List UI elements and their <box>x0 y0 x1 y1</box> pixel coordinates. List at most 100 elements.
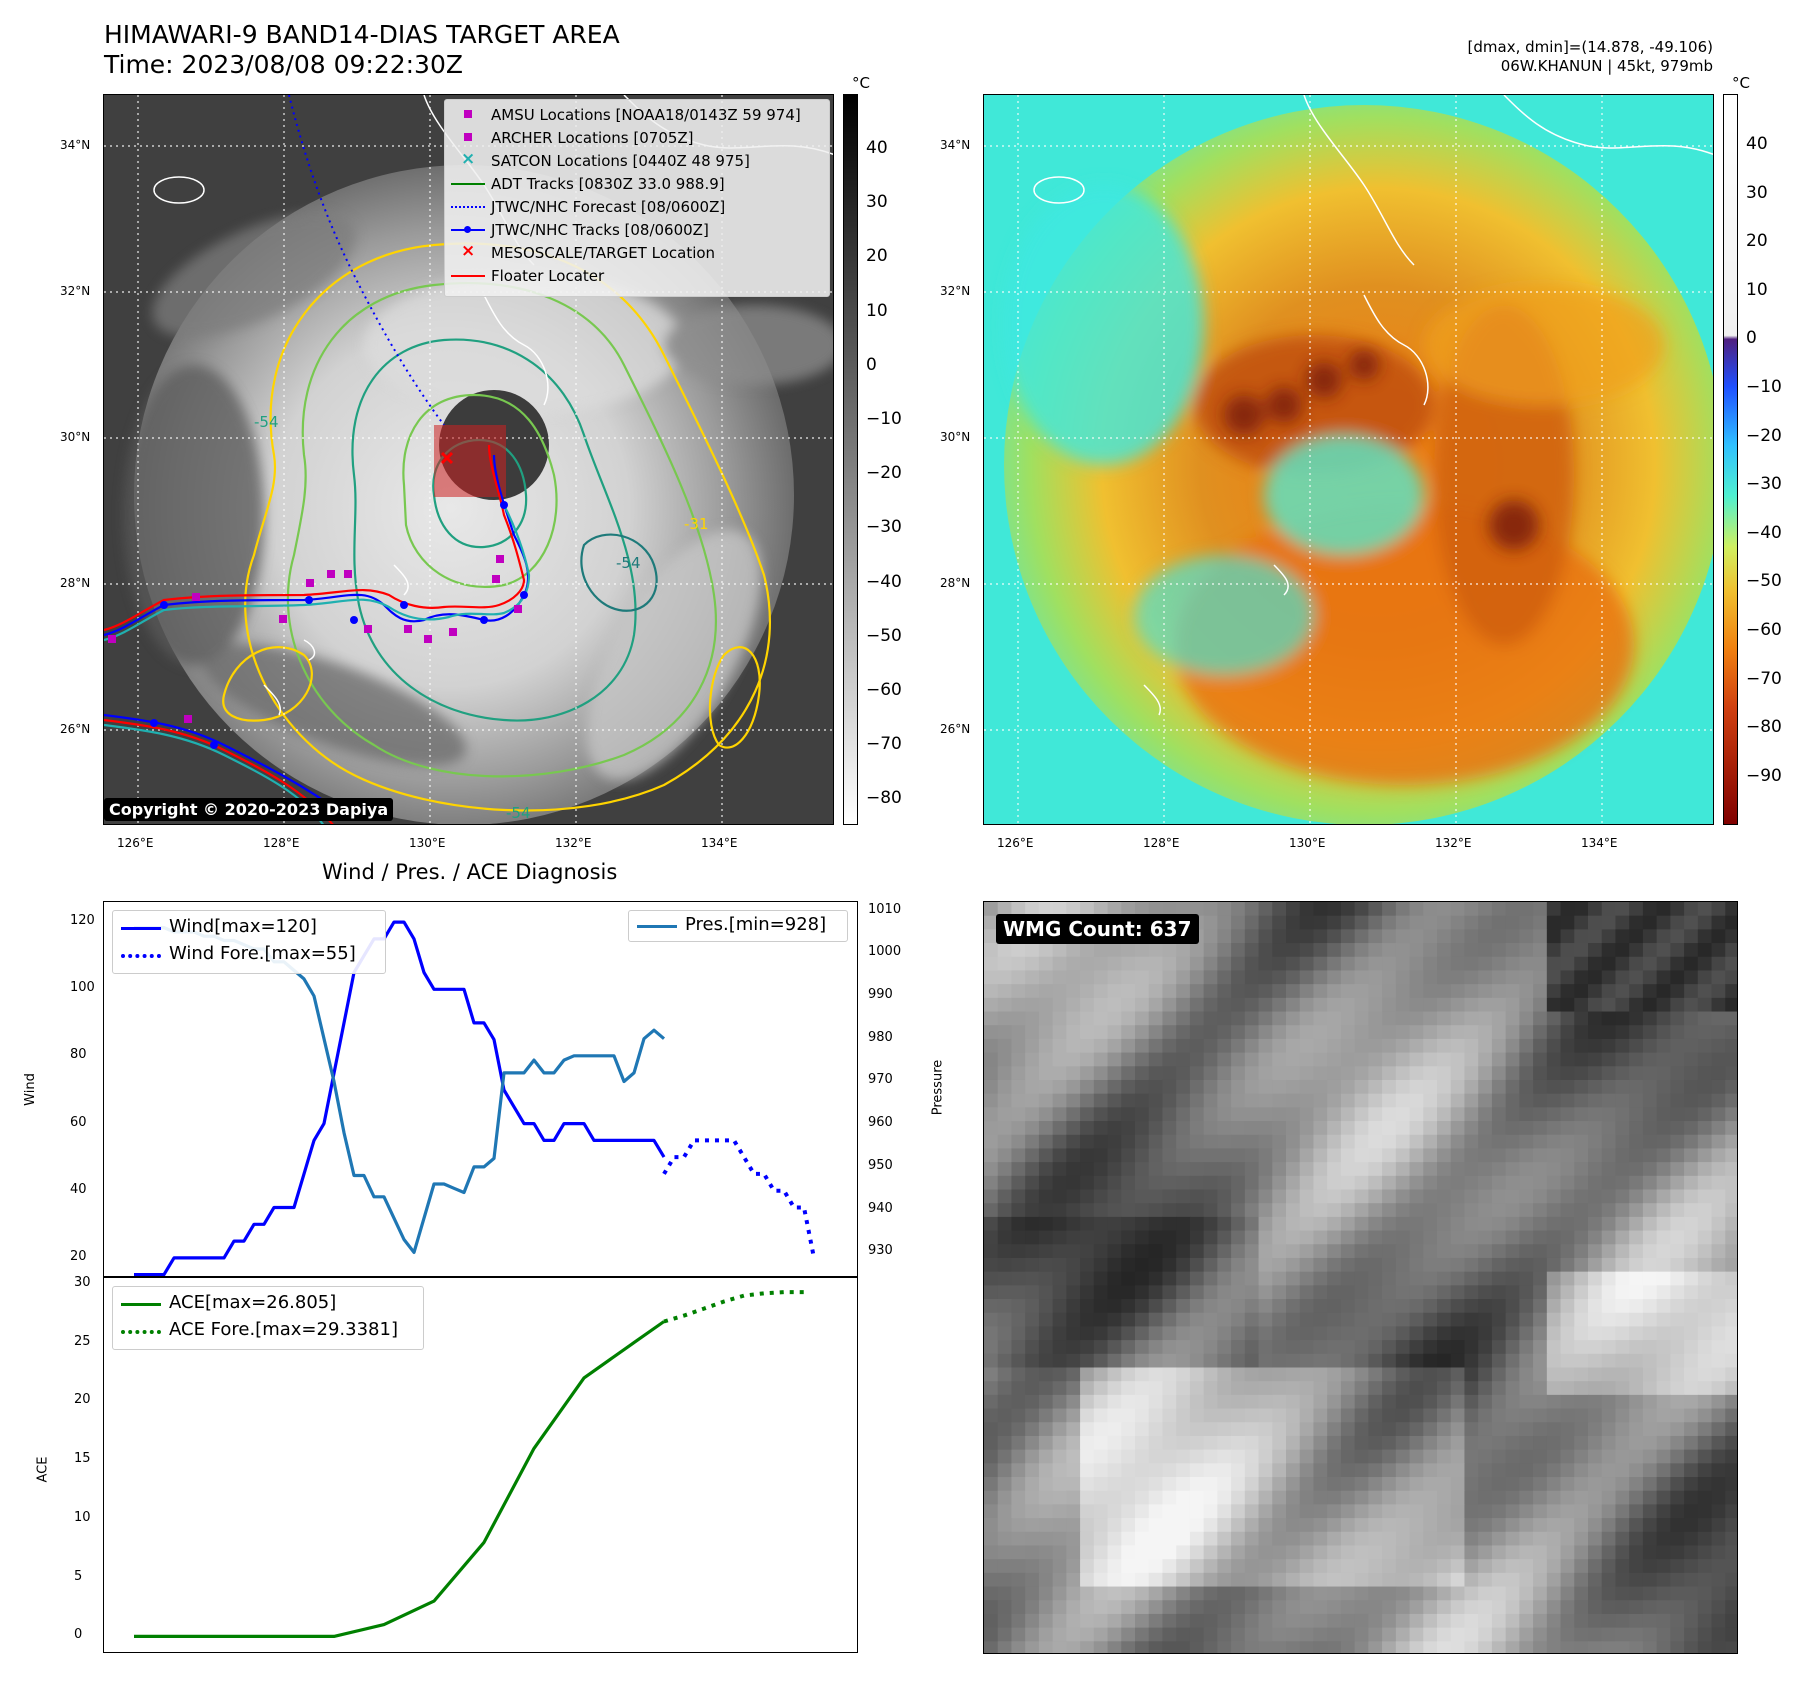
legend-entry: Wind Fore.[max=55] <box>113 940 385 967</box>
wind-axis-label: Wind <box>22 1073 38 1106</box>
pressure-axis-label: Pressure <box>930 1059 946 1116</box>
colorbar-tick-label: −20 <box>866 463 902 484</box>
ace-tick-label: 20 <box>74 1392 91 1408</box>
ir-enhanced-map-panel <box>983 94 1714 825</box>
legend-entry: JTWC/NHC Tracks [08/0600Z] <box>445 218 829 241</box>
legend-marker <box>445 218 491 241</box>
legend-label: Pres.[min=928] <box>685 914 827 935</box>
map-lon-label: 134°E <box>1581 836 1618 850</box>
pressure-tick-label: 940 <box>868 1200 893 1216</box>
colorbar-tick-label: −80 <box>1746 717 1782 738</box>
legend-label: ARCHER Locations [0705Z] <box>491 128 694 147</box>
colorbar-tick-label: −10 <box>1746 377 1782 397</box>
colorbar-tick-label: −10 <box>866 409 902 429</box>
ace-legend: ACE[max=26.805] ACE Fore.[max=29.3381] <box>112 1286 424 1350</box>
series-line <box>134 926 666 1254</box>
colorbar-tick-label: −30 <box>1746 474 1782 495</box>
legend-label: ADT Tracks [0830Z 33.0 988.9] <box>491 174 725 193</box>
pressure-tick-label: 950 <box>868 1157 893 1173</box>
colorbar-tick-label: −70 <box>1746 668 1782 689</box>
map-lat-label: 34°N <box>940 138 971 152</box>
map-lat-label: 30°N <box>60 430 91 444</box>
legend-label: Floater Locater <box>491 266 605 285</box>
ace-plot <box>134 1290 804 1638</box>
map-lon-label: 126°E <box>117 836 154 850</box>
map-lat-label: 26°N <box>60 722 91 736</box>
legend-entry: ACE[max=26.805] <box>113 1289 423 1316</box>
colorbar-tick-label: 40 <box>866 138 888 158</box>
map-lon-label: 130°E <box>1289 836 1326 850</box>
legend-entry: JTWC/NHC Forecast [08/0600Z] <box>445 195 829 218</box>
series-line <box>134 1320 665 1638</box>
colorbar-tick-label: 20 <box>866 246 888 267</box>
legend-entry: Wind[max=120] <box>113 913 385 940</box>
storm-summary: 06W.KHANUN | 45kt, 979mb <box>1500 57 1713 75</box>
legend-marker <box>113 1318 169 1341</box>
wind-tick-label: 20 <box>70 1248 87 1264</box>
colorbar-tick-label: −40 <box>1746 522 1782 543</box>
legend-entry: AMSU Locations [NOAA18/0143Z 59 974] <box>445 103 829 126</box>
colorbar-ir <box>843 94 858 825</box>
pressure-tick-label: 990 <box>868 987 893 1002</box>
legend-marker <box>445 195 491 218</box>
ace-axis-label: ACE <box>35 1456 51 1483</box>
pressure-tick-label: 930 <box>868 1243 893 1259</box>
colorbar-tick-label: 0 <box>866 354 877 375</box>
map-lon-label: 126°E <box>997 836 1034 850</box>
colorbar-tick-label: 20 <box>1746 231 1768 252</box>
map-lat-label: 26°N <box>940 722 971 736</box>
ace-tick-label: 15 <box>74 1451 91 1467</box>
legend-label: JTWC/NHC Tracks [08/0600Z] <box>491 220 709 239</box>
legend-entry: ACE Fore.[max=29.3381] <box>113 1316 423 1343</box>
colorbar-enhanced <box>1723 94 1738 825</box>
legend-entry: ADT Tracks [0830Z 33.0 988.9] <box>445 172 829 195</box>
map-lon-label: 132°E <box>1435 836 1472 850</box>
wmg-count-label: WMG Count: 637 <box>996 914 1199 944</box>
colorbar-ir-unit: °C <box>852 74 870 92</box>
ace-tick-label: 5 <box>74 1568 83 1584</box>
map-lat-label: 30°N <box>940 430 971 444</box>
colorbar-tick-label: −30 <box>866 517 902 538</box>
colorbar-tick-label: −50 <box>866 625 902 646</box>
wind-tick-label: 100 <box>70 980 95 996</box>
map-lon-label: 128°E <box>263 836 300 850</box>
ace-tick-label: 10 <box>74 1509 91 1525</box>
pressure-tick-label: 980 <box>868 1029 893 1045</box>
series-line <box>662 1138 816 1259</box>
wind-legend: Wind[max=120] Wind Fore.[max=55] <box>112 910 386 974</box>
pressure-legend: Pres.[min=928] <box>628 910 848 942</box>
colorbar-tick-label: 0 <box>1746 328 1757 349</box>
chart-title: Wind / Pres. / ACE Diagnosis <box>322 860 618 884</box>
series-line <box>134 920 666 1276</box>
legend-label: JTWC/NHC Forecast [08/0600Z] <box>491 197 726 216</box>
colorbar-tick-label: −80 <box>866 788 902 809</box>
contour-label: -54 <box>616 554 641 572</box>
map-lon-label: 128°E <box>1143 836 1180 850</box>
ir-enhanced-image <box>984 95 1713 824</box>
pressure-tick-label: 1000 <box>868 944 902 960</box>
legend-label: MESOSCALE/TARGET Location <box>491 243 716 262</box>
title-line-2: Time: 2023/08/08 09:22:30Z <box>104 50 463 79</box>
wmg-image <box>984 902 1737 1653</box>
legend-marker <box>113 915 169 938</box>
colorbar-tick-label: −60 <box>1746 620 1782 640</box>
ace-tick-label: 0 <box>74 1627 83 1643</box>
legend-label: AMSU Locations [NOAA18/0143Z 59 974] <box>491 105 801 124</box>
wind-tick-label: 40 <box>70 1181 87 1197</box>
storm-info: [dmax, dmin]=(14.878, -49.106) 06W.KHANU… <box>1468 38 1713 76</box>
wmg-panel <box>983 901 1738 1654</box>
colorbar-tick-label: −20 <box>1746 425 1782 446</box>
wind-pressure-panel: Wind[max=120] Wind Fore.[max=55] Pres.[mi… <box>103 901 858 1277</box>
map-lon-label: 130°E <box>409 836 446 850</box>
map-legend: AMSU Locations [NOAA18/0143Z 59 974] ARCH… <box>444 99 830 297</box>
legend-marker <box>113 942 169 965</box>
colorbar-tick-label: −70 <box>866 734 902 755</box>
colorbar-tick-label: 10 <box>1746 279 1768 300</box>
colorbar-tick-label: −40 <box>866 571 902 592</box>
wind-tick-label: 120 <box>70 913 95 929</box>
contour-label: -54 <box>254 413 279 431</box>
contour-label: -54 <box>506 804 531 822</box>
legend-entry: × SATCON Locations [0440Z 48 975] <box>445 149 829 172</box>
legend-entry: Floater Locater <box>445 264 829 287</box>
dmax-dmin-readout: [dmax, dmin]=(14.878, -49.106) <box>1467 38 1713 56</box>
